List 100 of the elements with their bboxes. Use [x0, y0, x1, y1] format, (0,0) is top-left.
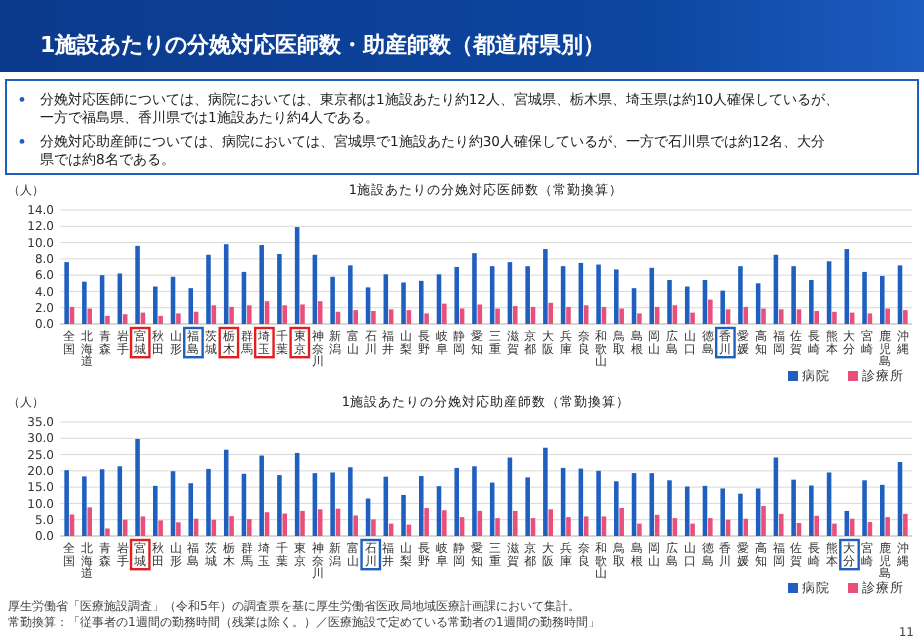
bar	[614, 481, 619, 536]
bar	[105, 528, 110, 536]
bar	[317, 301, 323, 324]
bar	[317, 509, 323, 536]
bar	[738, 266, 743, 324]
bar	[725, 309, 731, 324]
bar	[814, 310, 819, 324]
bar	[513, 306, 518, 324]
bar	[82, 281, 87, 324]
bar	[353, 515, 358, 536]
bar	[513, 510, 518, 536]
bar	[442, 303, 447, 324]
bar	[708, 518, 713, 536]
bar	[862, 271, 867, 324]
bar	[259, 455, 264, 536]
bar	[596, 264, 601, 324]
bar	[862, 480, 867, 536]
bar	[418, 280, 424, 324]
bar	[637, 523, 642, 536]
bar	[330, 276, 335, 324]
bar	[401, 282, 406, 324]
bar	[903, 310, 908, 324]
bar	[690, 312, 695, 324]
bar	[418, 476, 424, 536]
bar	[548, 509, 554, 536]
bar	[153, 485, 158, 536]
bar	[596, 470, 601, 536]
bar	[720, 488, 725, 536]
bar	[495, 518, 500, 536]
bar	[684, 486, 690, 536]
bar	[477, 304, 483, 324]
bar	[277, 253, 282, 324]
bar	[814, 515, 819, 536]
bar	[371, 519, 376, 536]
bar	[188, 483, 194, 536]
bar	[619, 507, 624, 536]
bar	[832, 523, 837, 536]
bar	[176, 313, 181, 324]
bar	[247, 519, 252, 536]
bar	[495, 308, 500, 324]
bar	[454, 267, 459, 324]
bar	[778, 513, 784, 536]
text: 1施設あたりの分娩対応医師数・助産師数（都道府県別）	[40, 32, 606, 58]
bar	[472, 466, 477, 536]
bar	[206, 468, 211, 536]
bar	[525, 477, 530, 536]
bar	[353, 310, 358, 324]
bar	[135, 245, 140, 324]
bar	[176, 522, 181, 536]
bar	[720, 290, 725, 324]
bar	[158, 520, 163, 536]
bar	[105, 315, 110, 324]
bar	[601, 516, 607, 536]
bar	[708, 299, 713, 324]
bar	[87, 308, 92, 324]
bar	[543, 447, 548, 536]
bar	[880, 484, 885, 536]
bar	[158, 315, 163, 324]
bar	[229, 306, 234, 324]
bar	[388, 309, 394, 324]
bar	[259, 245, 264, 324]
bar	[684, 286, 690, 324]
bar	[649, 267, 655, 324]
bar	[64, 262, 69, 324]
bar	[583, 516, 589, 536]
bar	[330, 472, 335, 536]
bar	[614, 269, 619, 324]
bar	[282, 305, 288, 324]
bar	[371, 310, 376, 324]
bar	[667, 480, 672, 536]
bar	[690, 523, 695, 536]
bar	[348, 265, 353, 324]
bar	[667, 280, 672, 324]
bar	[738, 493, 743, 536]
bar	[188, 288, 194, 324]
bar	[153, 286, 158, 324]
bar	[809, 485, 814, 536]
bar	[809, 280, 814, 324]
bar	[791, 479, 796, 536]
bar	[885, 308, 890, 324]
bar	[454, 467, 459, 536]
bar	[761, 308, 766, 324]
bar	[885, 517, 890, 536]
bar	[206, 254, 211, 324]
bar	[525, 266, 530, 324]
bar	[761, 506, 766, 536]
bar	[548, 302, 554, 324]
bar	[903, 513, 908, 536]
bar	[619, 308, 624, 324]
bar	[778, 309, 784, 324]
bar	[566, 306, 571, 324]
bar	[229, 516, 234, 536]
bar	[424, 507, 429, 536]
bar	[300, 510, 305, 536]
bar	[277, 475, 282, 536]
bar	[649, 473, 655, 536]
bar	[247, 305, 252, 324]
bar	[637, 313, 642, 324]
bar	[64, 470, 69, 536]
bar	[135, 438, 140, 536]
